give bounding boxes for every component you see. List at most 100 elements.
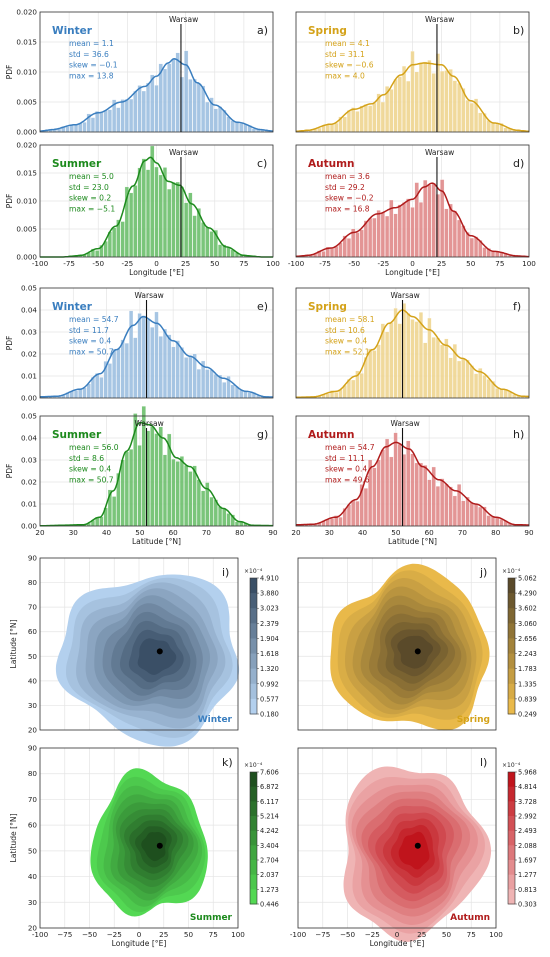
colorbar-label: 0.577 bbox=[260, 695, 279, 703]
histogram-bar bbox=[368, 218, 373, 258]
colorbar-label: 7.606 bbox=[260, 769, 279, 777]
histogram-bar bbox=[363, 220, 368, 258]
x-tick-label: −25 bbox=[365, 930, 380, 939]
colorbar-label: 2.992 bbox=[518, 813, 537, 821]
colorbar-segment bbox=[508, 683, 515, 700]
x-tick-label: 75 bbox=[495, 259, 504, 268]
colorbar-label: 2.493 bbox=[518, 827, 537, 835]
warsaw-label: Warsaw bbox=[135, 419, 164, 428]
x-tick-label: -25 bbox=[122, 259, 134, 268]
stat-line: skew = 0.4 bbox=[69, 337, 111, 346]
colorbar-label: 3.728 bbox=[518, 798, 537, 806]
histogram-bar bbox=[490, 251, 496, 258]
x-tick-label: −25 bbox=[107, 930, 122, 939]
histogram-bar bbox=[145, 82, 151, 133]
colorbar-segment bbox=[250, 638, 257, 655]
colorbar: 4.910 3.880 3.023 2.379 1.904 1.618 1.320 0.992… bbox=[244, 568, 279, 719]
histogram-bar bbox=[205, 226, 210, 258]
histogram-bar bbox=[334, 392, 339, 399]
x-tick-label: -100 bbox=[32, 930, 49, 939]
histogram-bar bbox=[372, 217, 377, 258]
y-tick-label: 0.01 bbox=[21, 372, 37, 381]
colorbar-label: 4.814 bbox=[518, 783, 537, 791]
stat-line: max = 4.0 bbox=[325, 71, 365, 80]
histogram-bar bbox=[346, 238, 352, 258]
colorbar-label: 0.249 bbox=[518, 711, 537, 719]
histogram-bar bbox=[435, 337, 440, 399]
colorbar-label: 0.992 bbox=[260, 680, 279, 688]
stat-line: std = 10.6 bbox=[325, 326, 365, 335]
histogram-bar bbox=[338, 516, 343, 527]
histogram-bar bbox=[410, 50, 415, 133]
x-tick-label: −75 bbox=[57, 930, 72, 939]
histogram-bar bbox=[444, 483, 449, 527]
colorbar-segment bbox=[250, 653, 257, 670]
y-tick-label: 0.04 bbox=[21, 306, 37, 315]
histogram-bar bbox=[141, 158, 146, 258]
y-tick-label: 0.010 bbox=[16, 68, 37, 77]
stat-line: max = 13.8 bbox=[69, 71, 114, 80]
warsaw-label: Warsaw bbox=[135, 291, 164, 300]
histogram-bar bbox=[452, 210, 457, 258]
colorbar-label: 3.060 bbox=[518, 620, 537, 628]
histogram-bar bbox=[351, 379, 356, 399]
colorbar-segment bbox=[250, 698, 257, 715]
colorbar-segment bbox=[508, 578, 515, 594]
histogram-bar bbox=[346, 504, 352, 527]
histogram-bar bbox=[116, 107, 121, 133]
histogram-bar bbox=[355, 501, 360, 527]
colorbar-segment bbox=[508, 816, 515, 832]
y-tick-label: 0.010 bbox=[16, 197, 37, 206]
histogram-bar bbox=[351, 107, 356, 133]
histogram-bar bbox=[158, 426, 163, 527]
histogram-bar bbox=[141, 315, 146, 399]
histogram-bar bbox=[329, 124, 335, 133]
colorbar-label: 6.872 bbox=[260, 783, 279, 791]
stat-line: std = 8.6 bbox=[69, 454, 104, 463]
histogram-bar bbox=[380, 212, 385, 258]
histogram-bar bbox=[448, 69, 453, 133]
y-tick-label: 50 bbox=[28, 846, 38, 855]
x-tick-label: 50 bbox=[135, 528, 145, 537]
kde-line bbox=[40, 156, 273, 258]
y-tick-label: 80 bbox=[28, 769, 38, 778]
contour-level bbox=[137, 638, 177, 675]
histogram-bar bbox=[99, 112, 104, 133]
histogram-bar bbox=[368, 105, 373, 133]
histogram-bar bbox=[469, 237, 474, 258]
axes-frame bbox=[39, 747, 239, 929]
panel-label: a) bbox=[257, 24, 268, 37]
histogram-bar bbox=[385, 331, 390, 399]
x-tick-label: 30 bbox=[325, 528, 335, 537]
histogram-bar bbox=[393, 432, 398, 527]
axes-frame bbox=[295, 11, 530, 133]
x-tick-label: 0 bbox=[410, 259, 415, 268]
colorbar-frame bbox=[507, 577, 516, 715]
colorbar-segment bbox=[250, 683, 257, 700]
colorbar-label: 4.242 bbox=[260, 827, 279, 835]
histogram-bar bbox=[372, 102, 377, 133]
histogram-bar bbox=[137, 167, 142, 258]
stat-line: std = 29.2 bbox=[325, 183, 365, 192]
histogram-bar bbox=[82, 387, 87, 399]
colorbar-segment bbox=[508, 801, 515, 817]
histogram-bar bbox=[73, 124, 79, 133]
histogram-bar bbox=[393, 79, 398, 133]
colorbar-label: 0.303 bbox=[518, 901, 537, 909]
histogram-bar bbox=[457, 360, 462, 399]
histogram-bar bbox=[469, 365, 474, 399]
histogram-bar bbox=[457, 219, 462, 258]
colorbar-label: 2.243 bbox=[518, 650, 537, 658]
y-axis-title: PDF bbox=[5, 65, 14, 80]
y-tick-label: 0.05 bbox=[21, 284, 37, 293]
stat-line: max = 52.1 bbox=[325, 347, 370, 356]
stat-line: skew = 0.4 bbox=[325, 465, 367, 474]
y-tick-label: 0.05 bbox=[21, 412, 37, 421]
histogram-bar bbox=[495, 388, 500, 399]
y-tick-label: 0.02 bbox=[21, 478, 37, 487]
histogram-bar bbox=[192, 78, 197, 133]
x-tick-label: -50 bbox=[92, 259, 104, 268]
histogram-bar bbox=[129, 98, 134, 133]
histogram-bar bbox=[342, 116, 347, 133]
colorbar-segment bbox=[508, 653, 515, 670]
